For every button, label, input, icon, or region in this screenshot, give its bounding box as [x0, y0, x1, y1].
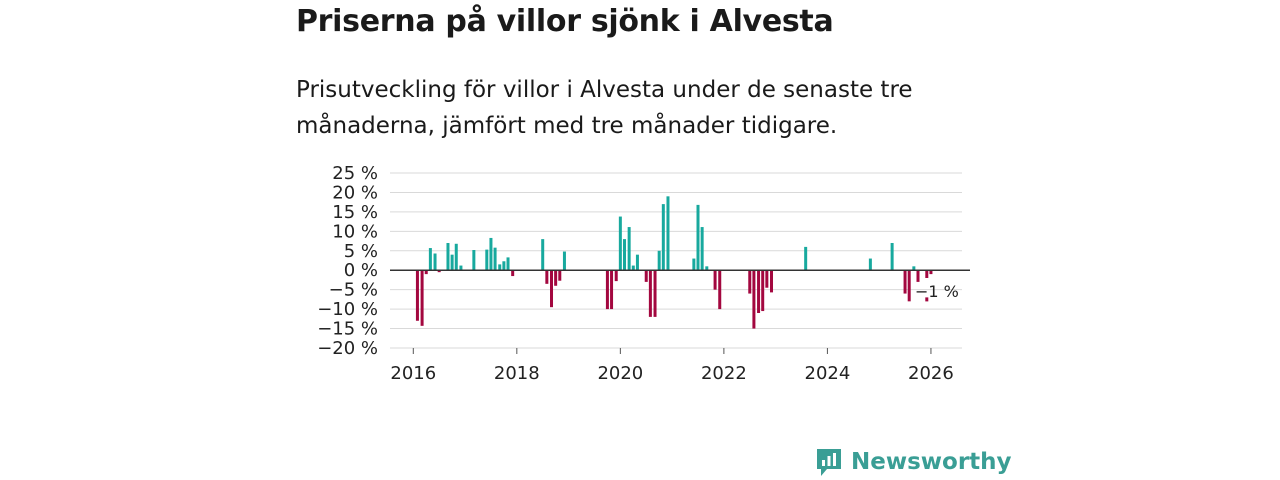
- bar: [541, 239, 545, 271]
- newsworthy-logo-icon: [817, 449, 841, 476]
- bar: [433, 253, 437, 271]
- bar: [653, 270, 657, 317]
- bar: [713, 270, 717, 290]
- x-tick-label: 2024: [805, 363, 851, 384]
- bar: [450, 254, 454, 271]
- bar: [648, 270, 652, 317]
- bar: [929, 270, 933, 275]
- bar: [907, 270, 911, 302]
- newsworthy-logo-text: Newsworthy: [851, 449, 1012, 475]
- bar: [459, 265, 463, 271]
- bar: [498, 264, 502, 271]
- bar: [657, 250, 661, 271]
- bars: [415, 196, 933, 329]
- price-change-chart: 25 %20 %15 %10 %5 %0 %−5 %−10 %−15 %−20 …: [317, 163, 970, 384]
- bar: [420, 270, 424, 326]
- y-tick-label: 0 %: [344, 260, 378, 281]
- bar: [804, 246, 808, 271]
- bar: [644, 270, 648, 282]
- bar: [415, 270, 419, 321]
- bar: [761, 270, 765, 312]
- bar: [610, 270, 614, 310]
- x-tick-label: 2016: [390, 363, 436, 384]
- bar: [485, 249, 489, 271]
- y-tick-label: 25 %: [332, 163, 378, 184]
- y-tick-label: 5 %: [344, 241, 378, 262]
- bar: [502, 261, 506, 271]
- bar: [635, 254, 639, 271]
- y-tick-label: −10 %: [317, 299, 378, 320]
- bar: [437, 270, 441, 273]
- end-value-label: −1 %: [915, 282, 959, 301]
- y-tick-label: −5 %: [329, 280, 378, 301]
- bar: [493, 247, 497, 271]
- x-tick-label: 2018: [494, 363, 540, 384]
- bar: [916, 270, 920, 282]
- bar: [718, 270, 722, 310]
- bar: [925, 270, 929, 278]
- bar: [511, 270, 515, 277]
- bar-marker: [925, 297, 929, 302]
- grid-lines: [390, 172, 962, 349]
- bar: [472, 250, 476, 271]
- y-tick-label: 20 %: [332, 182, 378, 203]
- bar: [562, 251, 566, 271]
- chart-title: Priserna på villor sjönk i Alvesta: [296, 4, 834, 39]
- y-tick-label: 10 %: [332, 221, 378, 242]
- bar: [428, 248, 432, 271]
- bar: [890, 243, 894, 271]
- bar: [705, 266, 709, 271]
- bar: [903, 270, 907, 294]
- y-tick-label: 15 %: [332, 202, 378, 223]
- bar: [757, 270, 761, 313]
- y-tick-label: −15 %: [317, 319, 378, 340]
- chart-subtitle: Prisutveckling för villor i Alvesta unde…: [296, 77, 913, 139]
- x-tick-label: 2022: [701, 363, 747, 384]
- bar: [489, 237, 493, 271]
- bar: [605, 270, 609, 310]
- bar: [554, 270, 558, 286]
- bar: [454, 243, 458, 271]
- bar: [506, 257, 510, 271]
- bar: [700, 227, 704, 271]
- x-tick-label: 2020: [597, 363, 643, 384]
- newsworthy-logo: Newsworthy: [815, 446, 1012, 478]
- bar: [692, 258, 696, 271]
- bar: [550, 270, 554, 308]
- bar: [748, 270, 752, 294]
- y-tick-label: −20 %: [317, 338, 378, 359]
- bar: [558, 270, 562, 281]
- bar: [661, 204, 665, 271]
- bar: [765, 270, 769, 288]
- bar: [696, 204, 700, 271]
- bar: [631, 265, 635, 271]
- bar: [545, 270, 549, 284]
- axes: 25 %20 %15 %10 %5 %0 %−5 %−10 %−15 %−20 …: [317, 163, 970, 384]
- bar: [770, 270, 774, 293]
- bar: [622, 239, 626, 271]
- bar: [424, 270, 428, 275]
- x-tick-label: 2026: [908, 363, 954, 384]
- bar: [912, 266, 916, 271]
- bar: [446, 243, 450, 271]
- bar: [618, 216, 622, 271]
- bar: [666, 196, 670, 271]
- bar: [614, 270, 618, 282]
- bar: [868, 258, 872, 271]
- bar: [752, 270, 756, 329]
- bar: [627, 227, 631, 271]
